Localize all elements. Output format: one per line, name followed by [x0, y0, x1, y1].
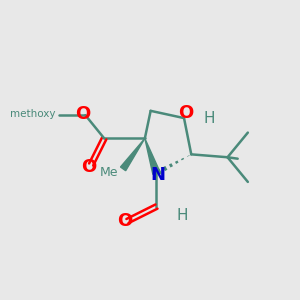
Text: O: O [75, 105, 91, 123]
Polygon shape [121, 138, 145, 171]
Text: H: H [204, 111, 215, 126]
Text: O: O [178, 104, 193, 122]
Polygon shape [145, 138, 160, 174]
Text: N: N [150, 166, 165, 184]
Text: H: H [177, 208, 188, 223]
Text: Me: Me [99, 166, 118, 179]
Text: methoxy: methoxy [10, 109, 56, 119]
Text: O: O [81, 158, 97, 176]
Text: O: O [118, 212, 133, 230]
